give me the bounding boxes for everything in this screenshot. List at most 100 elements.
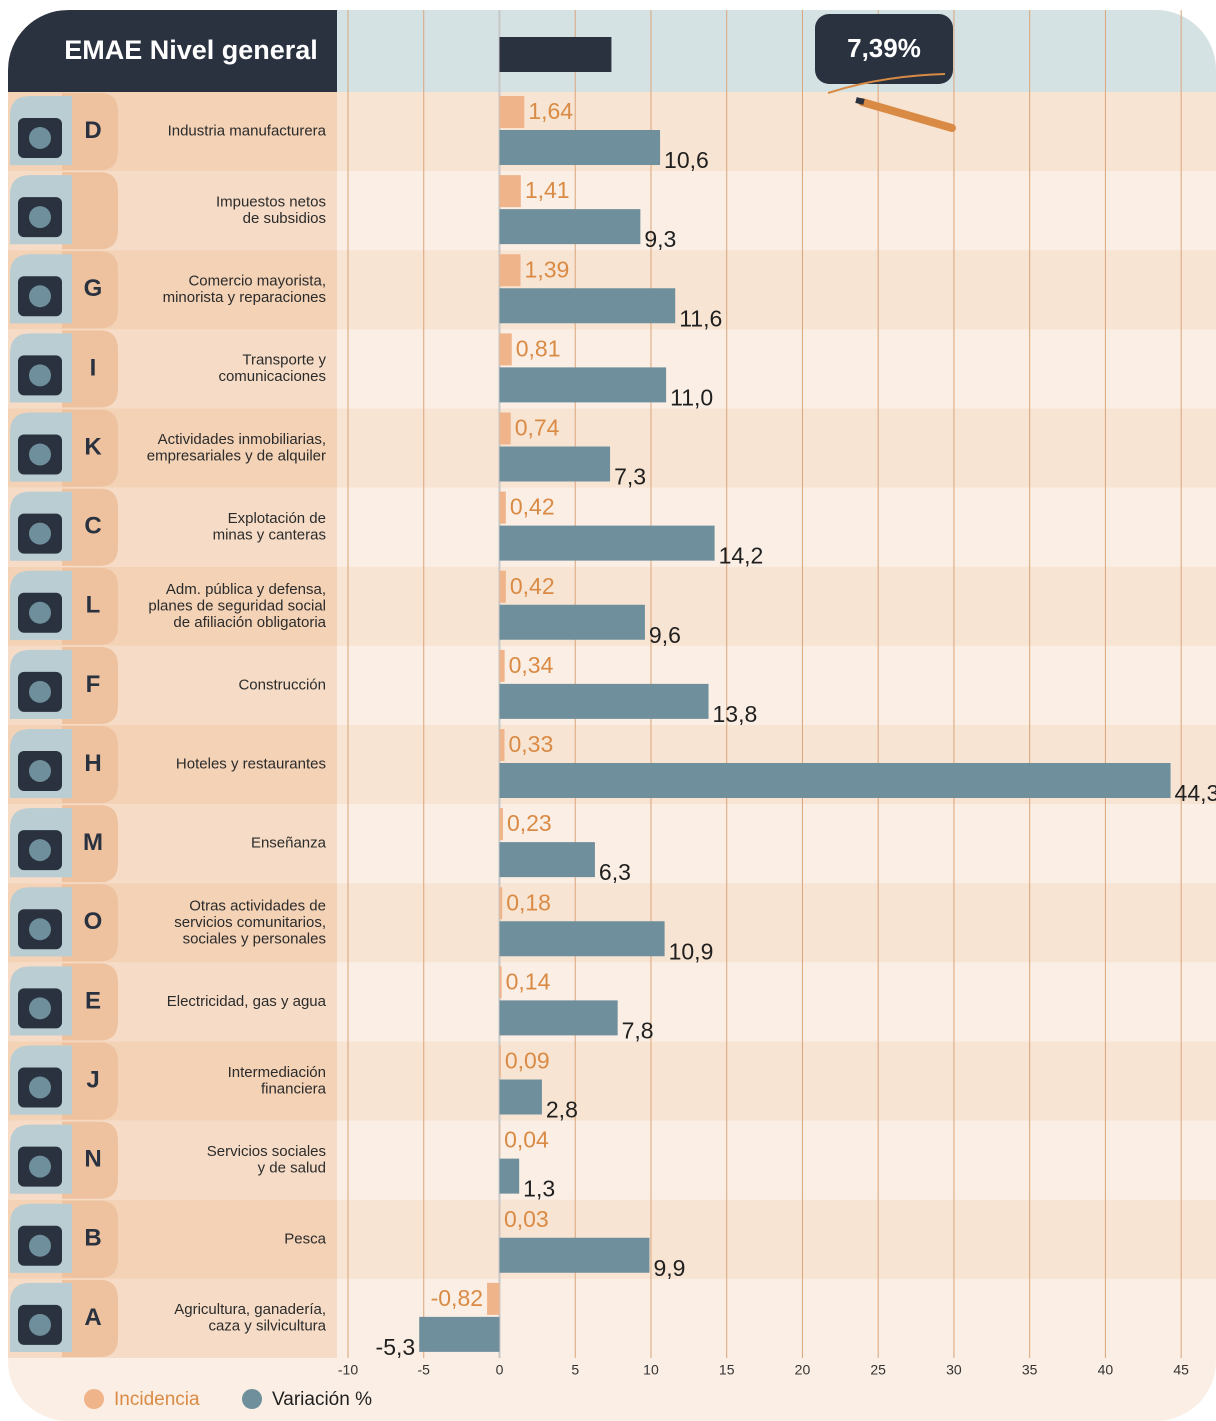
incidence-bar: [499, 254, 520, 286]
incidence-bar: [499, 413, 510, 445]
incidence-label: 1,41: [525, 177, 570, 203]
row-icon-detail: [29, 681, 51, 703]
variation-label: 13,8: [713, 701, 758, 727]
incidence-bar: [499, 808, 502, 840]
row-letter: D: [84, 117, 101, 144]
row-band: [337, 1042, 1216, 1121]
variation-label: 44,3: [1175, 780, 1216, 806]
incidence-bar: [487, 1283, 499, 1315]
category-label: Enseñanza: [251, 835, 327, 852]
variation-bar: [499, 1238, 649, 1273]
row-letter: E: [85, 987, 101, 1014]
row-letter: N: [84, 1146, 101, 1173]
variation-label: 6,3: [599, 859, 631, 885]
incidence-bar: [499, 729, 504, 761]
variation-bar: [499, 130, 660, 165]
incidence-label: 0,74: [515, 415, 560, 441]
incidence-bar: [499, 571, 505, 603]
variation-label: 14,2: [719, 543, 764, 569]
row-band: [337, 329, 1216, 408]
variation-label: 7,3: [614, 464, 646, 490]
incidence-label: 0,03: [504, 1206, 549, 1232]
row-icon-detail: [29, 1077, 51, 1099]
total-bar: [499, 37, 611, 72]
row-band: [337, 92, 1216, 171]
row-icon-detail: [29, 839, 51, 861]
variation-bar: [499, 367, 666, 402]
variation-label: 2,8: [546, 1097, 578, 1123]
row-band: [337, 250, 1216, 329]
row-letter: C: [84, 513, 101, 540]
row-icon-detail: [29, 1235, 51, 1257]
variation-label: 10,6: [664, 147, 709, 173]
incidence-label: 0,42: [510, 573, 555, 599]
total-label: 7,39%: [847, 33, 921, 63]
variation-bar: [499, 763, 1170, 798]
x-tick-label: 0: [496, 1362, 504, 1378]
incidence-bar: [499, 333, 511, 365]
variation-bar: [499, 447, 610, 482]
row-band: [337, 409, 1216, 488]
x-tick-label: 25: [870, 1362, 886, 1378]
row-band: [337, 962, 1216, 1041]
incidence-label: 0,09: [505, 1048, 550, 1074]
row-band: [337, 1121, 1216, 1200]
variation-bar: [419, 1317, 499, 1352]
row-letter: J: [86, 1066, 99, 1093]
row-letter: I: [90, 354, 97, 381]
variation-label: 10,9: [669, 938, 714, 964]
x-tick-label: 30: [946, 1362, 962, 1378]
variation-label: 11,0: [670, 384, 713, 410]
incidence-bar: [499, 1125, 500, 1157]
legend-label: Incidencia: [114, 1389, 200, 1410]
row-icon-detail: [29, 285, 51, 307]
variation-label: 1,3: [523, 1176, 555, 1202]
x-tick-label: 20: [795, 1362, 811, 1378]
category-label: Hoteles y restaurantes: [176, 756, 326, 773]
variation-bar: [499, 288, 675, 323]
variation-label: -5,3: [376, 1334, 416, 1360]
variation-label: 9,9: [653, 1255, 685, 1281]
incidence-bar: [499, 1046, 500, 1078]
row-icon-detail: [29, 444, 51, 466]
variation-label: 7,8: [622, 1017, 654, 1043]
header-band: [337, 10, 1216, 92]
row-letter: K: [84, 433, 102, 460]
row-icon-detail: [29, 364, 51, 386]
row-band: [337, 171, 1216, 250]
row-letter: F: [86, 671, 101, 698]
category-label: Construcción: [238, 676, 326, 693]
incidence-label: 0,42: [510, 494, 555, 520]
category-label: Actividades inmobiliarias,empresariales …: [147, 431, 326, 465]
incidence-label: 0,34: [509, 652, 554, 678]
x-tick-label: -5: [418, 1362, 431, 1378]
variation-bar: [499, 209, 640, 244]
incidence-label: 0,14: [506, 968, 551, 994]
row-band: [337, 883, 1216, 962]
row-icon-detail: [29, 997, 51, 1019]
row-band: [337, 646, 1216, 725]
incidence-label: 0,23: [507, 810, 552, 836]
x-tick-label: 45: [1173, 1362, 1189, 1378]
row-icon-detail: [29, 1156, 51, 1178]
row-icon-detail: [29, 602, 51, 624]
incidence-bar: [499, 492, 505, 524]
variation-bar: [499, 526, 714, 561]
row-icon-detail: [29, 523, 51, 545]
row-letter: B: [84, 1225, 101, 1252]
variation-label: 9,3: [644, 226, 676, 252]
variation-bar: [499, 921, 664, 956]
row-band: [337, 567, 1216, 646]
category-label: Adm. pública y defensa,planes de segurid…: [148, 581, 326, 631]
incidence-bar: [499, 96, 524, 128]
row-letter: L: [86, 592, 101, 619]
category-label: Electricidad, gas y agua: [167, 993, 327, 1010]
variation-label: 9,6: [649, 622, 681, 648]
row-letter: G: [84, 275, 103, 302]
total-title: EMAE Nivel general: [64, 35, 318, 65]
incidence-label: 1,64: [528, 98, 573, 124]
variation-label: 11,6: [679, 305, 722, 331]
legend-swatch: [242, 1389, 262, 1409]
